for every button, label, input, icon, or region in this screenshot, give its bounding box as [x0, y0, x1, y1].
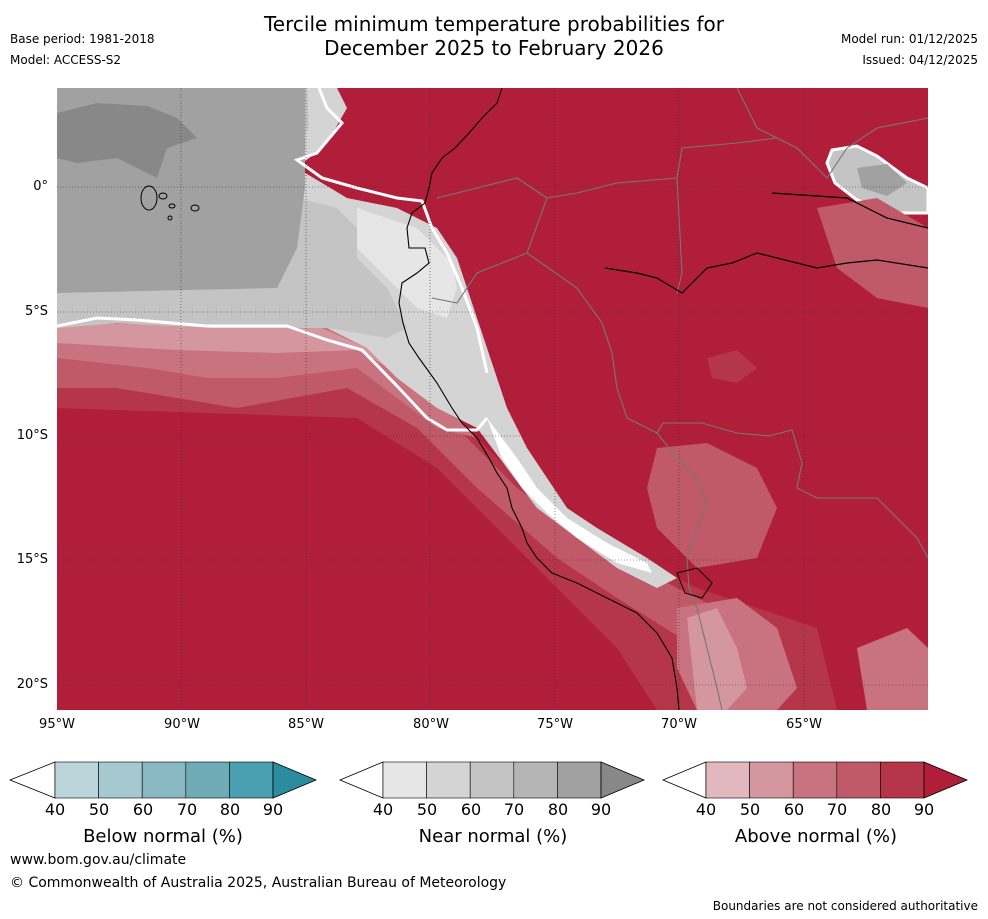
inland-patch-above-70-b	[647, 443, 777, 568]
legend-above-swatch	[836, 761, 881, 799]
legend-near-tick: 70	[503, 800, 525, 819]
lat-label-10s: 10°S	[16, 428, 48, 443]
legend-near-tick: 60	[460, 800, 482, 819]
near-normal-patch-northeast-inner	[857, 164, 907, 196]
coastline	[398, 88, 680, 710]
legend-near-swatch	[557, 761, 602, 799]
legend-near-tick: 50	[416, 800, 438, 819]
legend-above-swatch	[880, 761, 925, 799]
legend-above-tick: 40	[695, 800, 717, 819]
legend-below-tick: 80	[219, 800, 241, 819]
legend-near-tick: 40	[372, 800, 394, 819]
lon-label-90w: 90°W	[164, 717, 200, 732]
legend-above-swatch	[705, 761, 750, 799]
title-line-1: Tercile minimum temperature probabilitie…	[263, 12, 725, 36]
legend-below-tick: 60	[132, 800, 154, 819]
rivers	[604, 192, 928, 294]
legend-above-swatch	[749, 761, 794, 799]
inland-patch-above-50-f	[687, 608, 747, 710]
legend-below-swatch	[98, 761, 143, 799]
legend-below-title: Below normal (%)	[83, 826, 243, 847]
legend-near-swatch	[513, 761, 558, 799]
legend-near-normal-bar	[338, 761, 646, 799]
title-line-2: December 2025 to February 2026	[324, 36, 664, 60]
legend-below-swatch	[54, 761, 99, 799]
lon-label-65w: 65°W	[786, 717, 822, 732]
issued-date: Issued: 04/12/2025	[862, 53, 978, 67]
model-name: Model: ACCESS-S2	[10, 53, 122, 67]
legend-below-tick: 40	[44, 800, 66, 819]
legend-below-swatch	[141, 761, 187, 799]
legend-above-title: Above normal (%)	[734, 826, 898, 847]
base-period: Base period: 1981-2018	[10, 32, 155, 46]
lat-label-20s: 20°S	[16, 677, 48, 692]
near-normal-region-40	[357, 208, 457, 318]
lat-label-15s: 15°S	[16, 552, 48, 567]
country-borders	[431, 88, 928, 710]
lake	[676, 567, 713, 599]
lon-label-95w: 95°W	[39, 717, 75, 732]
contour-boundary-north	[293, 88, 489, 374]
legend-near-title: Near normal (%)	[418, 826, 568, 847]
lon-label-70w: 70°W	[661, 717, 697, 732]
ocean-band-above-70	[57, 318, 717, 648]
legend-above-tick: 90	[913, 800, 935, 819]
legend-above-swatch	[792, 761, 838, 799]
boundaries-disclaimer: Boundaries are not considered authoritat…	[712, 899, 978, 913]
legend-above-tick: 50	[739, 800, 761, 819]
map-title: Tercile minimum temperature probabilitie…	[0, 12, 988, 60]
lat-label-0: 0°	[33, 179, 48, 194]
inland-patch-above-70-d	[817, 198, 928, 308]
legend-below-swatch	[185, 761, 230, 799]
coastal-white-band	[487, 418, 652, 573]
probability-map	[57, 88, 928, 710]
lat-label-5s: 5°S	[24, 304, 48, 319]
legend-near-tick: 80	[547, 800, 569, 819]
legend-near-tick: 90	[590, 800, 612, 819]
lon-label-80w: 80°W	[413, 717, 449, 732]
meta-right: Model run: 01/12/2025 Issued: 04/12/2025	[841, 29, 978, 71]
lon-label-85w: 85°W	[288, 717, 324, 732]
legend-above-tick: 80	[870, 800, 892, 819]
legend-below-tick: 90	[262, 800, 284, 819]
legend-near-swatch	[469, 761, 515, 799]
contour-boundary	[57, 316, 489, 432]
legend-below-tick: 70	[176, 800, 198, 819]
inland-patch-above-60-e	[857, 628, 928, 710]
legend-below-normal-bar	[8, 761, 318, 799]
model-run: Model run: 01/12/2025	[840, 32, 978, 46]
legend-above-normal-bar	[661, 761, 969, 799]
legend-below-swatch	[229, 761, 274, 799]
meta-left: Base period: 1981-2018 Model: ACCESS-S2	[10, 29, 155, 71]
near-normal-region-80	[57, 103, 197, 178]
legend-below-tick: 50	[88, 800, 110, 819]
website-link[interactable]: www.bom.gov.au/climate	[10, 852, 187, 868]
copyright-text: © Commonwealth of Australia 2025, Austra…	[10, 875, 507, 891]
legend-above-tick: 70	[826, 800, 848, 819]
inland-patch-above-80-a	[707, 350, 757, 383]
legend-near-swatch	[382, 761, 427, 799]
graticule	[57, 88, 928, 710]
legend-above-tick: 60	[783, 800, 805, 819]
lon-label-75w: 75°W	[537, 717, 573, 732]
galapagos-islands	[140, 185, 200, 221]
legend-near-swatch	[426, 761, 471, 799]
